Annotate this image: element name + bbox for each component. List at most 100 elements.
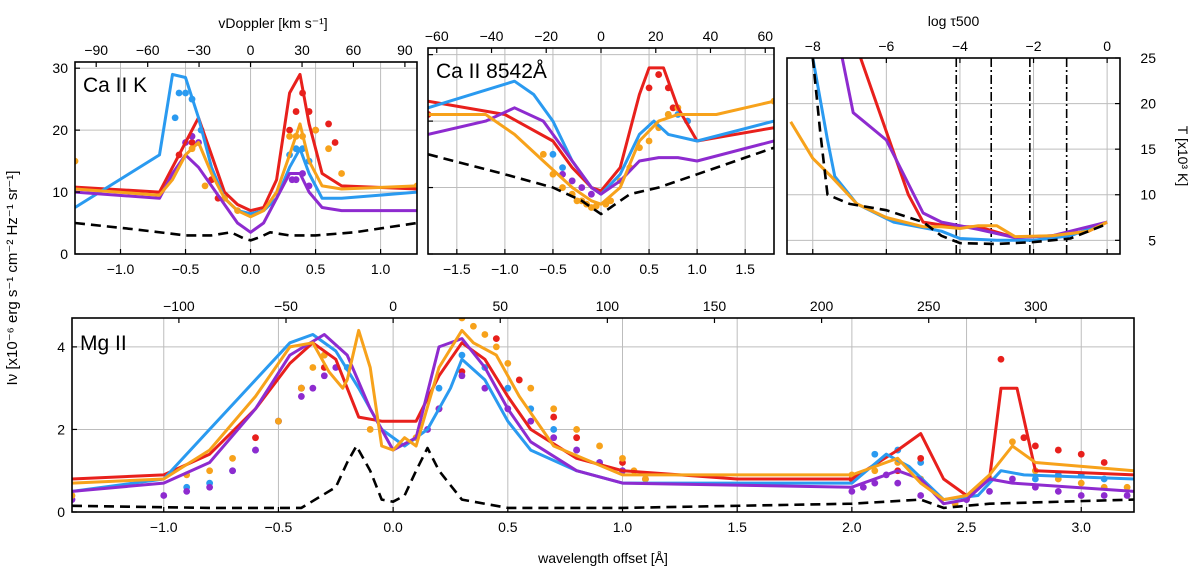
top-x-tick-label: 200	[810, 298, 834, 314]
scatter-point-red	[1020, 434, 1028, 442]
scatter-point-orange	[338, 170, 345, 177]
scatter-point-orange	[573, 426, 581, 433]
x-tick-label: 3.0	[1072, 519, 1092, 535]
x-tick-label: −0.5	[539, 261, 567, 277]
scatter-point-purple	[309, 384, 317, 392]
top-x-tick-label: 100	[596, 298, 620, 314]
scatter-point-blue	[559, 164, 566, 172]
scatter-point-purple	[160, 492, 168, 499]
series-line-orange	[789, 121, 1108, 239]
scatter-point-purple	[252, 446, 259, 454]
series-line-blue	[811, 58, 1108, 242]
x-tick-label: 0.0	[591, 261, 611, 277]
scatter-point-red	[1100, 459, 1108, 466]
top-x-tick-label: 60	[757, 28, 773, 44]
top-x-tick-label: 150	[703, 298, 727, 314]
axes-frame	[71, 317, 1135, 513]
top-x-tick-label: −40	[480, 28, 504, 44]
scatter-point-orange	[573, 197, 581, 205]
top-axis-title: log τ500	[928, 13, 980, 29]
top-x-tick-label: −100	[163, 298, 195, 314]
series-line-black	[811, 58, 1108, 246]
top-x-tick-label: −60	[136, 42, 160, 58]
x-tick-label: 1.5	[735, 261, 755, 277]
scatter-point-purple	[859, 483, 867, 491]
x-tick-label: −1.5	[443, 261, 471, 277]
scatter-point-blue	[871, 450, 879, 458]
panel-ca8542: −1.5 −1.0 −0.5 0.0 0.5 1.0 1.5 −60 −40 −20 0 20 40 60…	[425, 28, 775, 277]
top-x-tick-label: −90	[84, 42, 108, 58]
series-line-orange	[72, 328, 1134, 502]
scatter-point-orange	[550, 405, 558, 413]
scatter-point-purple	[1009, 475, 1016, 483]
scatter-point-orange	[325, 145, 332, 153]
scatter-point-blue	[182, 89, 189, 97]
scatter-point-red	[325, 120, 332, 128]
scatter-point-purple	[587, 190, 595, 198]
scatter-point-red	[917, 454, 925, 462]
top-x-tick-label: −30	[187, 42, 211, 58]
x-tick-label: 1.5	[727, 519, 747, 535]
scatter-point-purple	[229, 467, 236, 475]
scatter-point-purple	[986, 487, 993, 495]
top-x-tick-label: 0	[597, 28, 605, 44]
scatter-point-red	[655, 71, 663, 78]
axes-frame	[74, 61, 418, 255]
scatter-point-orange	[539, 150, 547, 158]
scatter-point-red	[645, 84, 653, 92]
scatter-point-red	[669, 104, 677, 112]
top-x-tick-label: 0	[389, 298, 397, 314]
scatter-point-red	[515, 376, 523, 384]
x-tick-label: −1.0	[491, 261, 519, 277]
scatter-point-purple	[183, 487, 191, 495]
y-axis-title-right: T [x10³ K]	[1175, 126, 1191, 186]
scatter-point-blue	[171, 114, 179, 122]
series-line-orange	[428, 99, 774, 206]
plot-area-cak	[75, 72, 417, 242]
scatter-point-purple	[292, 176, 300, 184]
scatter-point-red	[188, 139, 196, 146]
scatter-point-orange	[1123, 483, 1131, 491]
top-x-tick-label: 300	[1024, 298, 1048, 314]
plot-area-mg	[72, 318, 1134, 510]
scatter-point-blue	[550, 426, 558, 433]
scatter-point-red	[252, 434, 259, 442]
scatter-point-purple	[871, 479, 879, 487]
scatter-point-purple	[568, 177, 576, 185]
series-line-black	[72, 444, 1134, 510]
top-x-tick-label: 60	[346, 42, 362, 58]
series-line-red	[859, 58, 1108, 240]
panel-title-mg: Mg II	[80, 332, 127, 355]
top-x-tick-label: 50	[492, 298, 508, 314]
x-tick-label: 0.0	[383, 519, 403, 535]
scatter-point-purple	[848, 487, 856, 495]
scatter-point-purple	[297, 393, 305, 400]
series-line-red	[72, 341, 1134, 497]
series-line-orange	[75, 122, 417, 219]
scatter-point-orange	[492, 343, 500, 351]
top-x-tick-label: 30	[294, 42, 310, 58]
scatter-point-purple	[550, 434, 558, 442]
x-tick-label: 0.5	[639, 261, 659, 277]
top-axis-title: vDoppler [km s⁻¹]	[218, 15, 327, 31]
scatter-point-orange	[619, 454, 626, 462]
scatter-point-purple	[894, 479, 902, 487]
scatter-point-orange	[275, 417, 282, 425]
panel-mg: −1.0 −0.5 0.0 0.5 1.0 1.5 2.0 2.5 3.0 −100 −50 0 50 1…	[57, 298, 1135, 566]
top-x-tick-label: 0	[1103, 38, 1111, 54]
scatter-point-blue	[1031, 475, 1039, 483]
scatter-point-blue	[504, 384, 512, 392]
scatter-point-purple	[1054, 487, 1062, 495]
series-line-red	[75, 72, 417, 213]
scatter-point-orange	[75, 157, 79, 165]
scatter-point-orange	[645, 137, 653, 145]
series-line-purple	[428, 106, 774, 196]
x-tick-label: −1.0	[150, 519, 178, 535]
scatter-point-purple	[206, 483, 214, 491]
top-x-tick-label: −6	[878, 38, 894, 54]
top-x-tick-label: 0	[247, 42, 255, 58]
y-axis-label-intensity: Iν [x10⁻⁶ erg s⁻¹ cm⁻² Hz⁻¹ sr⁻¹]	[4, 171, 21, 386]
scatter-point-purple	[527, 417, 535, 425]
panel-title-ca8542: Ca II 8542Å	[436, 60, 547, 83]
x-tick-label: 1.0	[687, 261, 707, 277]
